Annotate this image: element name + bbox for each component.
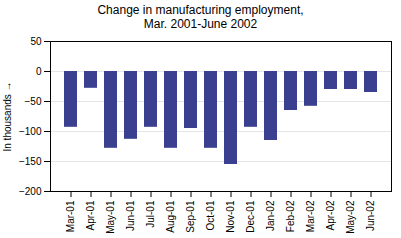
svg-text:0: 0 (36, 66, 42, 77)
svg-text:Sep-01: Sep-01 (185, 200, 196, 233)
svg-text:Apr-01: Apr-01 (85, 200, 96, 230)
svg-text:Mar-02: Mar-02 (305, 200, 316, 232)
svg-text:Jan-02: Jan-02 (265, 200, 276, 231)
svg-text:−150: −150 (19, 156, 42, 167)
svg-text:Jul-01: Jul-01 (145, 200, 156, 228)
svg-text:Jun-02: Jun-02 (365, 200, 376, 231)
svg-text:Nov-01: Nov-01 (225, 200, 236, 233)
svg-text:−200: −200 (19, 186, 42, 197)
svg-text:−50: −50 (25, 96, 42, 107)
svg-text:May-02: May-02 (345, 200, 356, 233)
svg-text:50: 50 (30, 36, 42, 47)
svg-text:−100: −100 (19, 126, 42, 137)
svg-text:Jun-01: Jun-01 (125, 200, 136, 231)
svg-text:Feb-02: Feb-02 (285, 200, 296, 232)
svg-text:In thousands →: In thousands → (2, 81, 13, 151)
html-text:Change in manufacturing employ: Change in manufacturing employment, Mar.… (97, 3, 304, 31)
svg-text:Apr-02: Apr-02 (325, 200, 336, 230)
svg-text:Aug-01: Aug-01 (165, 200, 176, 233)
svg-text:Mar-01: Mar-01 (65, 200, 76, 232)
svg-text:May-01: May-01 (105, 200, 116, 233)
svg-text:Dec-01: Dec-01 (245, 200, 256, 233)
svg-text:Oct-01: Oct-01 (205, 200, 216, 230)
